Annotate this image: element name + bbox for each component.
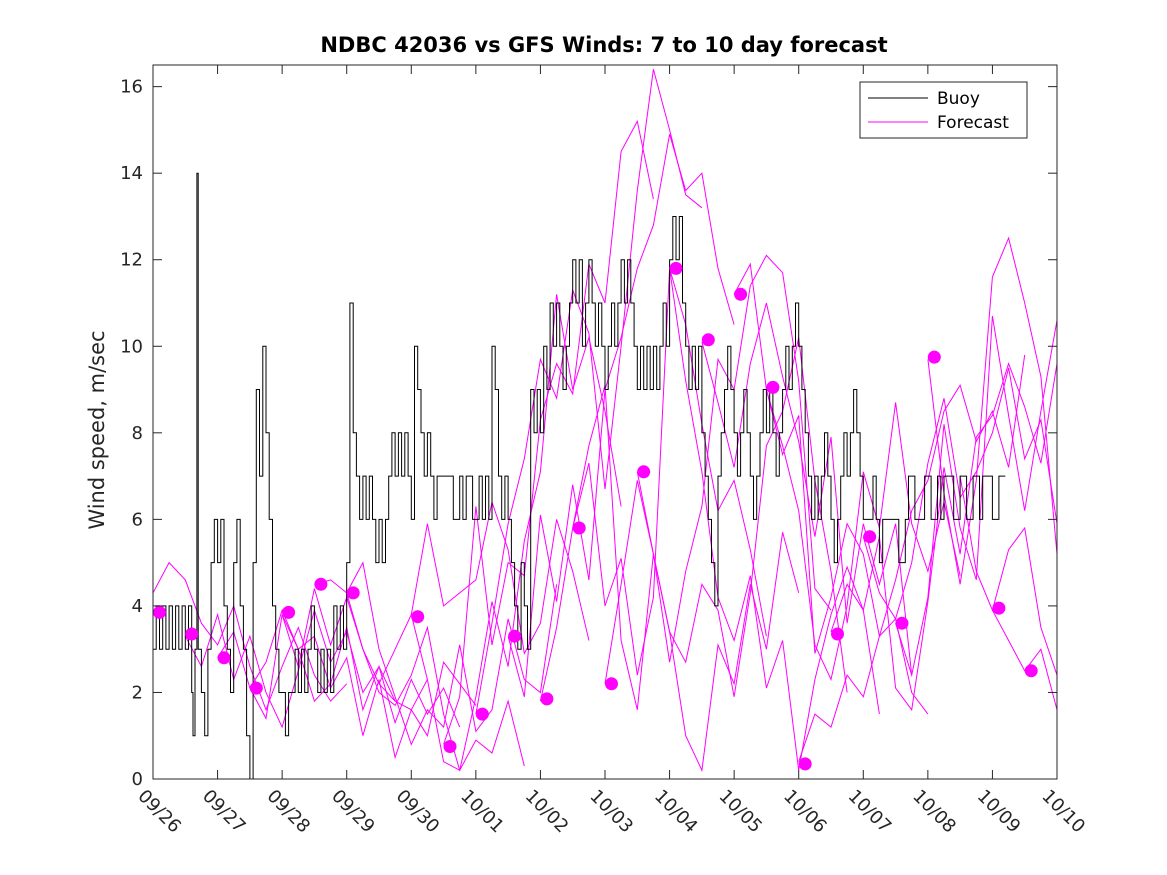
forecast-marker xyxy=(314,577,328,591)
forecast-marker xyxy=(766,380,780,394)
y-tick-label: 4 xyxy=(132,596,143,617)
y-tick-label: 10 xyxy=(120,336,143,357)
forecast-marker xyxy=(282,605,296,619)
forecast-line-14 xyxy=(604,254,832,684)
forecast-line-1 xyxy=(184,608,396,729)
x-tick-label: 10/02 xyxy=(521,786,573,838)
forecast-line-21 xyxy=(830,362,1057,712)
y-tick-label: 16 xyxy=(120,77,143,98)
forecast-line-23 xyxy=(895,315,1057,678)
forecast-marker xyxy=(605,677,618,691)
forecast-marker xyxy=(927,350,941,364)
y-axis-label: Wind speed, m/sec xyxy=(85,330,109,529)
forecast-marker xyxy=(540,692,554,706)
x-tick-label: 09/26 xyxy=(133,786,185,838)
forecast-marker xyxy=(572,521,586,535)
x-tick-label: 10/03 xyxy=(585,786,637,838)
forecast-marker xyxy=(798,757,812,771)
forecast-marker xyxy=(249,681,263,695)
x-tick-label: 10/09 xyxy=(973,786,1025,838)
x-axis: 09/26 09/27 09/28 09/29 09/30 10/01 10/02 10/03… xyxy=(133,65,1089,837)
x-tick-label: 09/29 xyxy=(327,786,379,838)
axes-box xyxy=(152,64,1058,780)
forecast-line-26 xyxy=(991,609,1057,710)
forecast-marker xyxy=(863,530,877,544)
forecast-marker xyxy=(443,740,457,753)
x-tick-label: 10/06 xyxy=(779,786,831,838)
forecast-marker xyxy=(411,610,425,624)
forecast-marker xyxy=(669,261,683,275)
plot-area xyxy=(153,69,1057,779)
forecast-marker xyxy=(992,601,1006,615)
forecast-line-19 xyxy=(765,389,961,682)
x-tick-label: 10/05 xyxy=(715,786,767,838)
legend-forecast-label: Forecast xyxy=(937,113,1009,133)
y-tick-label: 8 xyxy=(132,423,143,444)
y-tick-label: 6 xyxy=(132,509,143,530)
forecast-line-17 xyxy=(701,302,913,676)
forecast-line-16 xyxy=(669,268,880,771)
y-tick-label: 12 xyxy=(120,250,143,271)
forecast-line-0 xyxy=(153,561,348,712)
y-tick-label: 0 xyxy=(132,769,143,790)
forecast-marker xyxy=(895,616,909,630)
x-tick-label: 10/08 xyxy=(908,786,960,838)
forecast-line-15 xyxy=(636,337,848,697)
x-tick-label: 10/07 xyxy=(844,786,896,838)
forecast-line-25 xyxy=(959,476,1057,676)
forecast-line-7 xyxy=(378,500,590,685)
buoy-line xyxy=(153,172,1006,779)
y-tick-label: 2 xyxy=(132,682,143,703)
x-tick-label: 09/30 xyxy=(392,786,444,838)
chart-title: NDBC 42036 vs GFS Winds: 7 to 10 day for… xyxy=(320,33,887,57)
forecast-marker xyxy=(185,627,199,641)
forecast-line-9 xyxy=(443,119,654,745)
forecast-marker xyxy=(153,605,166,619)
forecast-line-6 xyxy=(346,561,558,746)
forecast-marker xyxy=(701,333,715,347)
x-tick-label: 10/10 xyxy=(1037,786,1089,838)
y-axis: 0 2 4 6 8 10 12 14 16 xyxy=(120,77,1057,790)
forecast-line-11 xyxy=(507,134,735,697)
forecast-marker xyxy=(217,651,231,665)
forecast-line-20 xyxy=(798,354,1026,762)
forecast-line-24 xyxy=(927,236,1057,585)
forecast-marker xyxy=(508,629,522,643)
x-tick-label: 09/27 xyxy=(198,786,250,838)
legend: Buoy Forecast xyxy=(859,81,1028,139)
forecast-line-8 xyxy=(410,294,622,772)
legend-buoy-label: Buoy xyxy=(937,89,980,109)
forecast-marker xyxy=(475,707,489,721)
forecast-marker xyxy=(831,627,844,641)
forecast-line-13 xyxy=(572,385,800,773)
forecast-marker xyxy=(734,287,748,301)
forecast-line-12 xyxy=(539,268,767,702)
forecast-marker xyxy=(637,465,651,479)
y-tick-label: 14 xyxy=(120,163,143,184)
x-tick-label: 10/01 xyxy=(456,786,508,838)
forecast-marker xyxy=(1024,664,1038,678)
legend-box xyxy=(859,81,1028,139)
x-tick-label: 09/28 xyxy=(263,786,315,838)
forecast-marker xyxy=(346,586,360,600)
x-tick-label: 10/04 xyxy=(650,786,702,838)
forecast-line-5 xyxy=(314,579,525,772)
forecast-line-10 xyxy=(475,69,703,715)
